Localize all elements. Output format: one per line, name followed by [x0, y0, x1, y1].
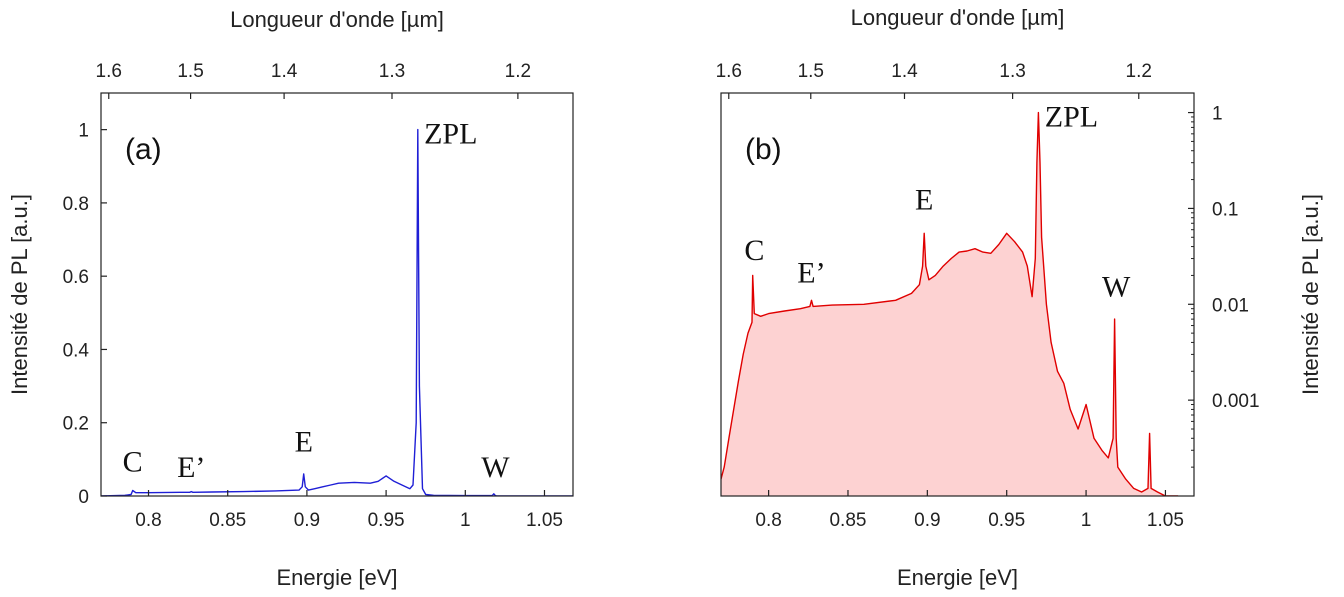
x-axis-label: Energie [eV]	[276, 565, 397, 590]
series-line	[721, 111, 1179, 496]
y-tick-label: 0.6	[63, 267, 89, 288]
top-tick-label: 1.5	[177, 61, 203, 82]
series-group	[101, 128, 573, 496]
annotation-e: E’	[177, 451, 205, 484]
x-axis-label: Energie [eV]	[897, 565, 1018, 590]
chart-panel-a: 0.8 0.85 0.9 0.95 1 1.05 1.6 1.5 1.4 1.3 1.2 0 0.2 0.…	[7, 7, 574, 590]
x-tick-label: 1.05	[526, 510, 563, 531]
y-tick-label: 0.1	[1212, 199, 1238, 220]
plot-frame	[100, 92, 574, 497]
annotation-w: W	[481, 451, 510, 484]
chart-panel-b: 0.8 0.85 0.9 0.95 1 1.05 1.6 1.5 1.4 1.3 1.2 1 0.1 0.…	[716, 5, 1323, 590]
y-tick-label: 0	[78, 487, 89, 508]
top-tick-label: 1.4	[271, 61, 298, 82]
annotation-c: C	[123, 446, 143, 479]
x-tick-label: 1.05	[1147, 510, 1184, 531]
top-axis-label: Longueur d'onde [µm]	[230, 7, 444, 32]
top-tick-label: 1.6	[716, 61, 742, 82]
x-tick-label: 1	[460, 510, 471, 531]
y-tick-label: 0.001	[1212, 391, 1260, 412]
x-tick-label: 0.8	[755, 510, 781, 531]
annotation-zpl: ZPL	[1045, 101, 1098, 134]
x-tick-label: 0.9	[294, 510, 320, 531]
annotation-c: C	[744, 234, 764, 267]
y-tick-label: 0.2	[63, 414, 89, 435]
top-tick-label: 1.6	[96, 61, 122, 82]
top-tick-label: 1.4	[891, 61, 918, 82]
x-tick-label: 0.9	[914, 510, 940, 531]
x-tick-label: 0.85	[829, 510, 866, 531]
x-tick-label: 0.95	[368, 510, 405, 531]
x-tick-label: 0.8	[135, 510, 161, 531]
y-tick-label: 1	[1212, 104, 1223, 125]
series-area	[721, 112, 1179, 496]
y-tick-label: 1	[78, 121, 89, 142]
annotation-e: E	[295, 425, 313, 458]
panel-label: (a)	[125, 133, 162, 166]
annotation-zpl: ZPL	[424, 118, 477, 151]
top-tick-label: 1.2	[1126, 61, 1152, 82]
top-tick-label: 1.5	[798, 61, 824, 82]
series-group	[721, 111, 1179, 496]
y-tick-label: 0.4	[63, 340, 90, 361]
y-tick-label: 0.8	[63, 194, 89, 215]
top-axis-label: Longueur d'onde [µm]	[851, 5, 1065, 30]
annotation-e: E	[915, 184, 933, 217]
series-line	[101, 128, 573, 496]
top-tick-label: 1.3	[379, 61, 405, 82]
y-axis-label: Intensité de PL [a.u.]	[7, 194, 32, 395]
y-tick-label: 0.01	[1212, 295, 1249, 316]
top-tick-label: 1.3	[999, 61, 1025, 82]
y-axis-label: Intensité de PL [a.u.]	[1298, 194, 1323, 395]
panel-label: (b)	[745, 133, 782, 166]
top-tick-label: 1.2	[505, 61, 531, 82]
annotation-e: E’	[797, 256, 825, 289]
x-tick-label: 0.85	[209, 510, 246, 531]
annotation-w: W	[1102, 270, 1131, 303]
plot-frame	[720, 92, 1195, 497]
x-tick-label: 1	[1081, 510, 1092, 531]
x-tick-label: 0.95	[988, 510, 1025, 531]
